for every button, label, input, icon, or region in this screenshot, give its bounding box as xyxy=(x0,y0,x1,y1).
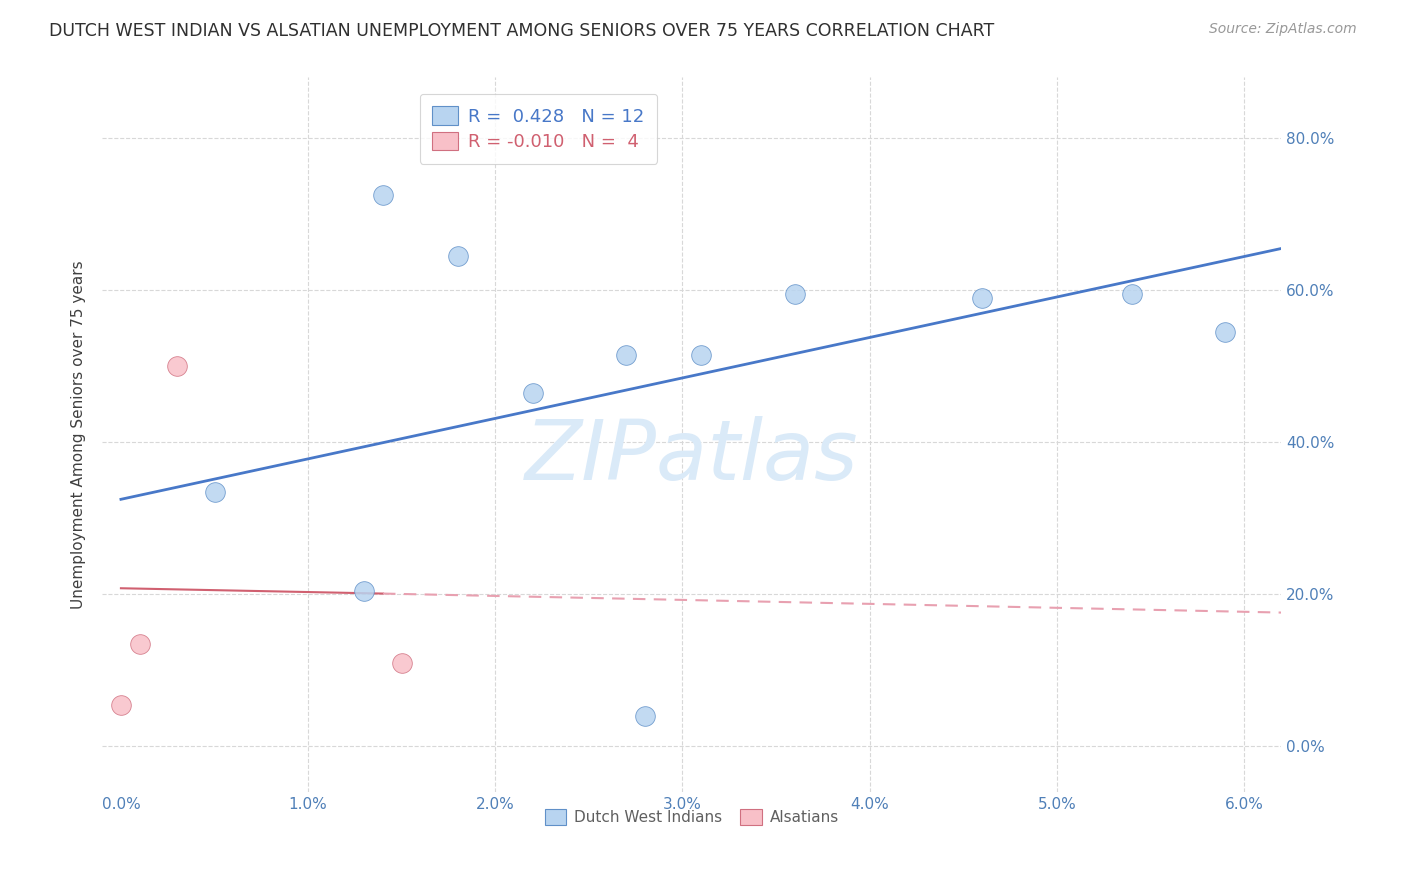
Point xyxy=(522,385,544,400)
Point xyxy=(353,583,375,598)
Y-axis label: Unemployment Among Seniors over 75 years: Unemployment Among Seniors over 75 years xyxy=(72,260,86,609)
Point xyxy=(110,698,132,712)
Point xyxy=(166,359,188,374)
Point xyxy=(391,656,413,670)
Point xyxy=(204,484,226,499)
Text: ZIPatlas: ZIPatlas xyxy=(524,416,859,497)
Point xyxy=(614,348,637,362)
Point xyxy=(634,709,657,723)
Point xyxy=(783,287,806,301)
Point xyxy=(371,188,394,202)
Legend: Dutch West Indians, Alsatians: Dutch West Indians, Alsatians xyxy=(536,800,848,834)
Point xyxy=(1213,325,1236,339)
Point xyxy=(128,637,150,651)
Text: Source: ZipAtlas.com: Source: ZipAtlas.com xyxy=(1209,22,1357,37)
Point xyxy=(447,249,470,263)
Point xyxy=(970,291,993,305)
Text: DUTCH WEST INDIAN VS ALSATIAN UNEMPLOYMENT AMONG SENIORS OVER 75 YEARS CORRELATI: DUTCH WEST INDIAN VS ALSATIAN UNEMPLOYME… xyxy=(49,22,994,40)
Point xyxy=(690,348,713,362)
Point xyxy=(1121,287,1143,301)
